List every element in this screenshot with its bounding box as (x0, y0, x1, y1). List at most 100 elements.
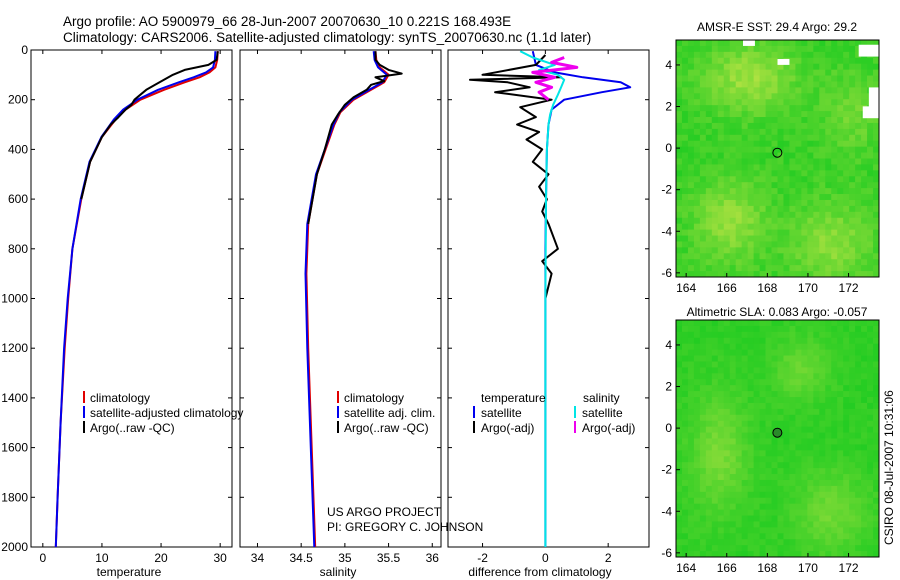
map-cell (795, 509, 802, 516)
map-cell (705, 188, 713, 195)
map-cell (676, 99, 683, 106)
map-cell (849, 438, 856, 445)
map-cell (825, 140, 832, 148)
map-cell (759, 146, 766, 153)
map-cell (783, 259, 790, 266)
map-cell (777, 414, 784, 422)
map-cell (676, 57, 683, 65)
map-cell (837, 211, 844, 219)
map-cell (849, 474, 856, 481)
map-cell (861, 152, 868, 159)
map-cell (795, 325, 802, 333)
map-cell (765, 223, 772, 230)
map-cell (825, 57, 832, 65)
map-cell (705, 402, 713, 410)
difference-legend-temp-argo: Argo(-adj) (481, 421, 534, 435)
map-cell (777, 51, 784, 59)
map-cell (693, 367, 701, 374)
map-cell (711, 379, 719, 386)
map-cell (795, 271, 802, 277)
map-cell (723, 527, 731, 534)
map-cell (771, 170, 778, 177)
map-cell (765, 397, 772, 404)
map-cell (819, 265, 826, 272)
map-cell (837, 271, 844, 277)
map-cell (795, 391, 802, 398)
map-cell (717, 146, 725, 153)
map-cell (705, 122, 713, 130)
map-cell (873, 349, 879, 356)
map-cell (693, 444, 701, 451)
map-cell (676, 456, 683, 463)
map-cell (753, 271, 760, 277)
missing-data-patch (858, 44, 879, 57)
map-cell (831, 63, 838, 71)
map-cell (849, 503, 856, 510)
map-cell (705, 40, 713, 47)
map-cell (765, 337, 772, 345)
map-cell (699, 69, 707, 76)
map-cell (759, 176, 766, 183)
map-cell (819, 51, 826, 59)
map-cell (867, 337, 874, 345)
map-cell (813, 527, 820, 534)
map-cell (735, 164, 743, 171)
map-cell (753, 373, 760, 380)
map-cell (783, 241, 790, 248)
map-cell (783, 468, 790, 475)
difference-profile-lines (469, 50, 632, 547)
map-cell (855, 397, 862, 404)
map-cell (813, 397, 820, 404)
map-cell (729, 223, 737, 230)
map-cell (789, 385, 796, 392)
map-cell (699, 45, 707, 53)
difference-legend-swatch-sal-satellite (574, 406, 576, 418)
map-cell (693, 545, 701, 552)
map-cell (681, 509, 689, 516)
map-cell (849, 164, 856, 171)
map-cell (723, 361, 731, 368)
map-cell (837, 379, 844, 386)
map-cell (711, 217, 719, 225)
map-cell (819, 176, 826, 183)
map-cell (855, 474, 862, 481)
map-cell (873, 337, 879, 345)
map-cell (825, 182, 832, 189)
map-cell (771, 111, 778, 118)
x-tick-label: 168 (757, 281, 777, 295)
map-cell (843, 539, 850, 546)
map-cell (789, 134, 796, 142)
map-cell (777, 134, 784, 142)
map-cell (723, 182, 731, 189)
map-cell (687, 247, 695, 254)
map-cell (753, 320, 760, 327)
map-cell (819, 397, 826, 404)
map-cell (747, 241, 755, 248)
map-cell (693, 111, 701, 118)
map-cell (867, 343, 874, 351)
map-cell (867, 397, 874, 404)
map-cell (861, 491, 868, 499)
map-cell (873, 379, 879, 386)
map-cell (765, 164, 772, 171)
map-cell (676, 474, 683, 481)
map-cell (843, 325, 850, 333)
map-cell (789, 253, 796, 260)
map-cell (687, 408, 695, 416)
map-cell (681, 117, 689, 124)
map-cell (676, 253, 683, 260)
map-cell (741, 539, 749, 546)
map-cell (795, 57, 802, 65)
map-cell (789, 349, 796, 356)
map-cell (771, 325, 778, 333)
map-cell (747, 146, 755, 153)
map-cell (747, 485, 755, 493)
map-cell (819, 182, 826, 189)
map-cell (687, 485, 695, 493)
map-cell (855, 391, 862, 398)
map-cell (711, 265, 719, 272)
map-cell (711, 194, 719, 201)
map-cell (693, 271, 701, 277)
map-cell (735, 223, 743, 230)
map-cell (825, 320, 832, 327)
